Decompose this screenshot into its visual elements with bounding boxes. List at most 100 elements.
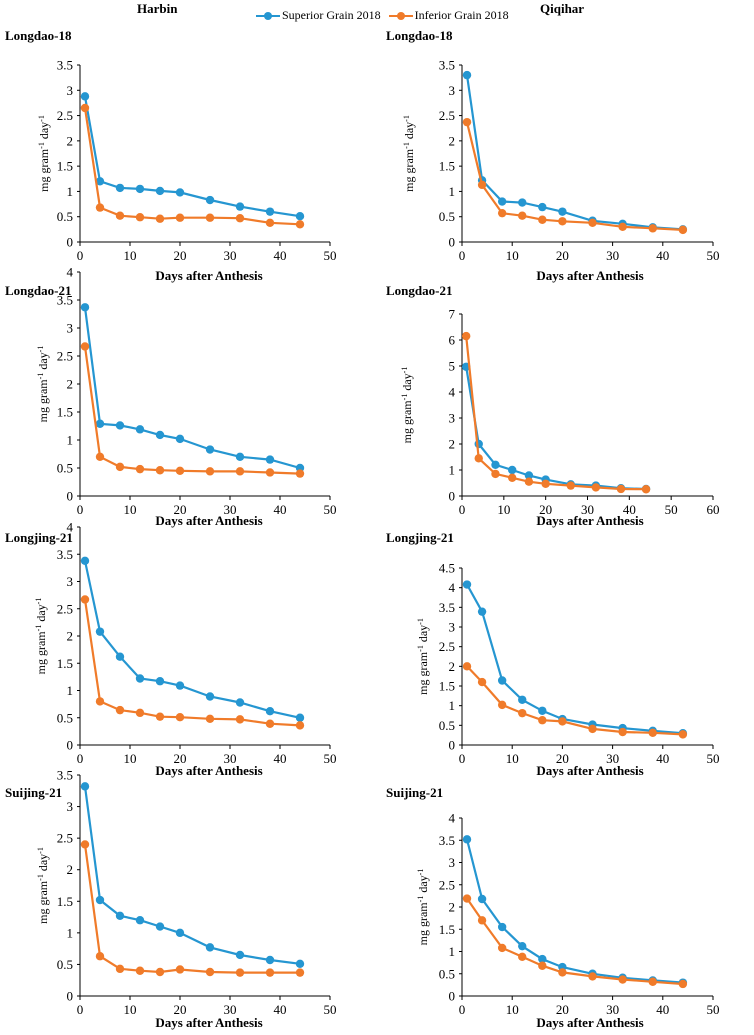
chart-8-y-tick-label: 2.5 <box>439 877 455 892</box>
chart-6-series-inferior-point <box>518 708 527 718</box>
chart-5-x-tick-label: 10 <box>124 751 137 766</box>
legend-label-inferior: Inferior Grain 2018 <box>414 8 509 22</box>
chart-6-series-superior-point <box>477 607 487 616</box>
chart-2-x-tick-label: 0 <box>459 248 466 263</box>
chart-6-x-tick-label: 0 <box>459 751 466 766</box>
chart-3-series-inferior-point <box>155 466 165 475</box>
chart-1-series-superior-point <box>175 188 185 197</box>
chart-2-series-inferior-point <box>618 222 627 232</box>
chart-2-y-tick-label: 0 <box>449 235 456 250</box>
chart-7-series-inferior-point <box>205 967 215 977</box>
chart-2-series-inferior-point <box>538 215 547 224</box>
chart-3-series-inferior-point <box>235 467 245 476</box>
chart-3-y-tick-label: 3.5 <box>57 293 73 308</box>
chart-4-series-inferior-point <box>474 454 483 463</box>
chart-8-series-inferior-point <box>618 975 627 984</box>
chart-5-x-tick-label: 50 <box>324 751 337 766</box>
chart-7-y-tick-label: 3.5 <box>57 768 73 783</box>
chart-1-x-tick-label: 40 <box>274 248 287 263</box>
chart-1-y-tick-label: 2 <box>67 133 74 148</box>
chart-4-series-inferior-point <box>524 477 534 486</box>
chart-1-series-superior-point <box>115 183 125 193</box>
chart-4-y-tick-label: 0 <box>449 489 456 504</box>
chart-4-series-superior-point <box>508 465 517 475</box>
chart-5-y-tick-label: 4 <box>67 520 74 535</box>
chart-6-series-inferior-point <box>462 662 472 671</box>
chart-1-x-tick-label: 50 <box>324 248 337 263</box>
chart-1-y-axis-label: mg gram-1 day-1 <box>37 115 52 192</box>
chart-6-series-inferior-point <box>648 728 657 738</box>
chart-4-y-tick-label: 4 <box>449 385 456 400</box>
chart-4-series-inferior-point <box>491 469 500 479</box>
chart-7-x-tick-label: 20 <box>174 1002 187 1017</box>
chart-5-series-inferior-point <box>265 719 275 728</box>
legend: Superior Grain 2018 Inferior Grain 2018 <box>256 8 509 23</box>
chart-5-series-inferior-point <box>115 705 125 715</box>
chart-5-series-superior-point <box>295 713 305 722</box>
legend-label-superior: Superior Grain 2018 <box>282 8 381 22</box>
chart-5-x-tick-label: 20 <box>174 751 187 766</box>
chart-6-y-tick-label: 1 <box>449 698 456 713</box>
chart-7-series-inferior-point <box>175 965 185 974</box>
chart-1-series-inferior-point <box>80 103 90 113</box>
chart-2-series-superior-point <box>497 197 507 206</box>
chart-3-y-tick-label: 1.5 <box>57 405 73 420</box>
chart-6-series-superior-line <box>466 583 683 735</box>
chart-6-x-tick-label: 40 <box>656 751 669 766</box>
chart-7-series-superior-point <box>295 959 305 968</box>
chart-1-series-inferior-point <box>295 220 305 229</box>
chart-5-y-tick-label: 0.5 <box>57 710 73 725</box>
chart-8-x-tick-label: 10 <box>506 1002 519 1017</box>
chart-8-series-superior-point <box>518 941 527 951</box>
chart-1-series-inferior-point <box>95 203 105 212</box>
chart-2-series-inferior-point <box>648 224 657 233</box>
chart-6-series-superior-point <box>518 695 527 704</box>
chart-8-series-inferior-point <box>558 968 567 977</box>
chart-8-x-tick-label: 40 <box>656 1002 669 1017</box>
chart-6-y-tick-label: 2.5 <box>439 639 455 654</box>
chart-7-series-superior-point <box>235 950 245 960</box>
chart-7-series-inferior-point <box>265 968 275 977</box>
chart-6-y-tick-label: 0.5 <box>439 718 455 733</box>
chart-5-series-inferior-point <box>95 697 105 706</box>
chart-3-series-inferior-point <box>205 467 215 476</box>
chart-3-series-superior-point <box>235 452 245 461</box>
chart-6-x-tick-label: 30 <box>606 751 619 766</box>
chart-2-series-inferior-point <box>558 217 567 226</box>
legend-item-superior: Superior Grain 2018 <box>256 8 381 23</box>
chart-8-y-axis-label: mg gram-1 day-1 <box>416 869 431 946</box>
chart-2-y-tick-label: 1 <box>449 184 456 199</box>
chart-6-y-tick-label: 3.5 <box>439 600 455 615</box>
chart-5-series-superior-point <box>80 556 90 565</box>
chart-3-y-tick-label: 1 <box>67 433 74 448</box>
chart-8-series-inferior-line <box>466 897 683 986</box>
chart-2-series-superior-point <box>558 207 567 216</box>
chart-1-y-tick-label: 0 <box>67 235 74 250</box>
chart-4-x-tick-label: 30 <box>581 502 594 517</box>
chart-7-series-superior-point <box>135 916 145 925</box>
chart-6-series-superior-point <box>497 676 507 685</box>
chart-1-series-inferior-point <box>205 213 215 222</box>
chart-7-title: Suijing-21 <box>5 785 62 800</box>
chart-2-series-superior-point <box>462 70 472 80</box>
chart-2-x-tick-label: 50 <box>707 248 720 263</box>
chart-1-series-superior-point <box>265 207 275 216</box>
chart-3-series-inferior-point <box>135 464 145 474</box>
chart-8-series-superior-point <box>462 835 472 844</box>
chart-1-y-tick-label: 3 <box>67 83 74 98</box>
legend-item-inferior: Inferior Grain 2018 <box>388 8 509 23</box>
chart-8-y-tick-label: 0.5 <box>439 966 455 981</box>
chart-2-series-superior-point <box>518 198 527 207</box>
chart-8-y-tick-label: 3.5 <box>439 833 455 848</box>
chart-7-y-tick-label: 3 <box>67 799 74 814</box>
chart-5-series-inferior-point <box>175 713 185 722</box>
chart-1-y-tick-label: 3.5 <box>57 58 73 73</box>
chart-6-y-tick-label: 2 <box>449 659 456 674</box>
chart-3-series-superior-point <box>135 425 145 434</box>
chart-1-y-tick-label: 2.5 <box>57 108 73 123</box>
chart-6-x-tick-label: 10 <box>506 751 519 766</box>
chart-3-series-superior-point <box>80 303 90 312</box>
chart-4-y-tick-label: 6 <box>449 333 456 348</box>
chart-6-series-inferior-line <box>466 665 683 736</box>
chart-1-series-superior-point <box>80 92 90 101</box>
